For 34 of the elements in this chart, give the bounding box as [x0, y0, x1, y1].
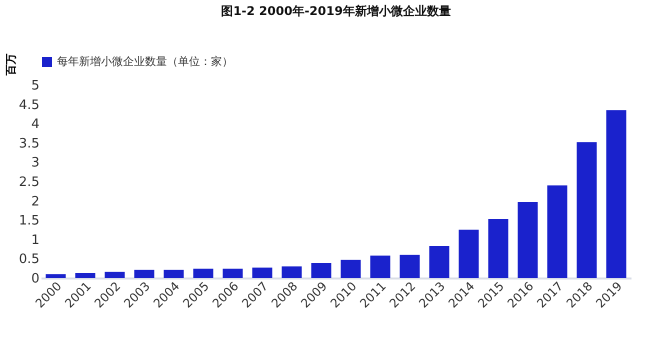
y-tick-label: 3 — [31, 156, 40, 171]
y-tick-label: 0.5 — [18, 252, 40, 268]
bar — [518, 202, 538, 278]
y-tick-label: 1 — [31, 232, 40, 248]
bar — [46, 274, 66, 278]
y-tick-label: 2.5 — [18, 175, 40, 190]
y-axis-title: 百万 — [4, 54, 18, 76]
bar — [400, 254, 420, 278]
y-tick-label: 3.5 — [18, 136, 40, 152]
bar — [252, 268, 272, 278]
bar — [340, 260, 361, 278]
y-tick-label: 4.5 — [18, 98, 40, 113]
bar — [576, 142, 597, 278]
bar — [75, 272, 96, 278]
y-tick-label: 4 — [31, 117, 40, 132]
bar — [311, 262, 332, 278]
bar — [547, 185, 568, 278]
y-tick-label: 0 — [31, 272, 40, 286]
legend-label: 每年新增小微企业数量（单位：家） — [57, 55, 233, 68]
y-tick-label: 2 — [31, 194, 40, 210]
y-tick-label: 5 — [31, 78, 40, 94]
bar — [282, 266, 302, 278]
bar — [370, 256, 390, 278]
bar — [193, 268, 214, 278]
bar — [488, 218, 508, 278]
bar — [429, 246, 450, 278]
bar — [134, 270, 154, 278]
y-tick-label: 1.5 — [18, 214, 40, 229]
chart-title: 图1-2 2000年-2019年新增小微企业数量 — [221, 4, 451, 18]
bar — [458, 230, 479, 278]
bar — [104, 272, 125, 278]
bar — [164, 270, 184, 278]
bar — [606, 110, 626, 278]
bar — [222, 268, 243, 278]
